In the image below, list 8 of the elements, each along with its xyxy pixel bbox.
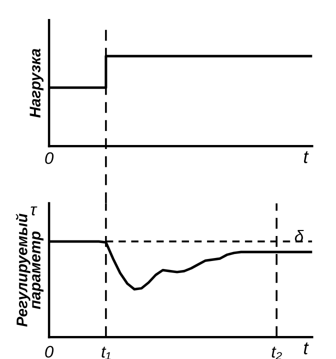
x-axis-title: t	[304, 151, 309, 164]
x-tick-label: t₂	[272, 346, 282, 359]
y-axis-title: Нагрузка	[30, 48, 44, 118]
x-axis-title: t	[304, 342, 309, 354]
text: 0	[45, 152, 54, 164]
text: τ	[30, 206, 38, 216]
x-tick-label: 0	[45, 346, 54, 358]
x-tick-label: t₁	[102, 346, 110, 359]
